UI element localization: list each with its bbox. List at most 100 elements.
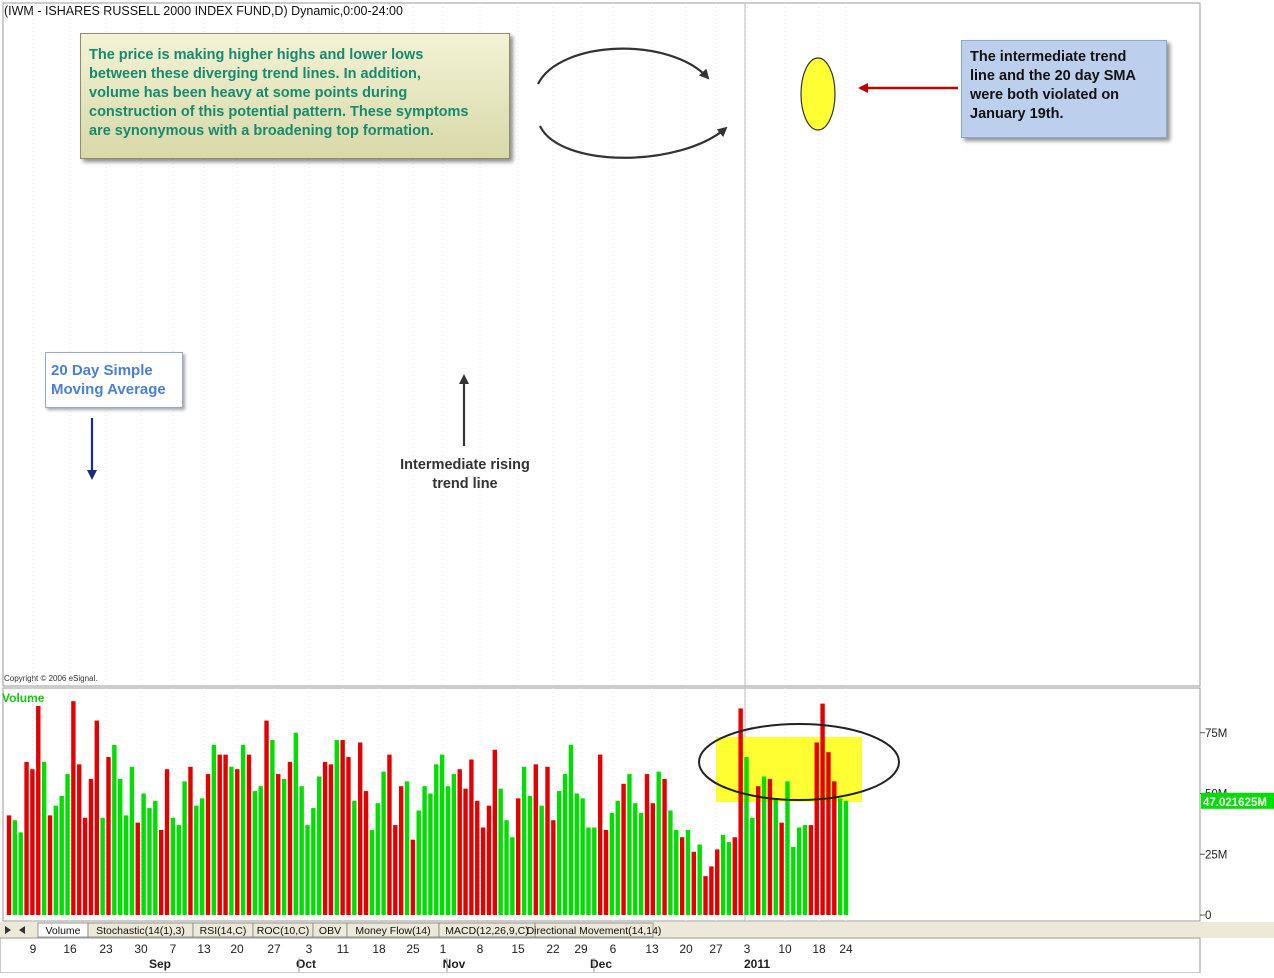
volume-bar	[709, 866, 714, 915]
volume-tick-label: 75M	[1205, 728, 1227, 740]
volume-bar	[703, 876, 708, 915]
volume-bar	[802, 825, 808, 915]
x-tick-label: 20	[679, 942, 693, 956]
volume-bar	[123, 815, 129, 915]
volume-bar	[118, 778, 123, 915]
x-month-label: Dec	[590, 957, 612, 971]
volume-bar	[199, 798, 205, 915]
annotation-line: The price is making higher highs and low…	[89, 47, 424, 63]
annotation-line: trend line	[432, 476, 498, 492]
volume-bar	[779, 822, 784, 915]
annotation-sma: 20 Day Simple Moving Average	[45, 352, 183, 408]
volume-bar	[761, 776, 767, 915]
volume-bar	[246, 754, 252, 915]
volume-bar	[158, 829, 164, 915]
x-tick-label: 29	[574, 942, 588, 956]
volume-value-box	[1201, 792, 1274, 809]
volume-bar	[820, 703, 825, 915]
volume-bar	[164, 769, 170, 915]
volume-bar	[94, 720, 99, 915]
x-tick-label: 22	[546, 942, 560, 956]
volume-bar	[726, 842, 732, 915]
indicator-tab[interactable]: ROC(10,C)	[252, 922, 314, 938]
volume-bar	[182, 781, 187, 915]
x-month-label: Sep	[149, 957, 171, 971]
volume-bar	[621, 783, 626, 915]
volume-bar	[170, 817, 176, 915]
x-tick-label: 13	[645, 942, 659, 956]
volume-bar	[533, 764, 538, 915]
annotation-broadening-top: The price is making higher highs and low…	[80, 33, 510, 159]
volume-bar	[398, 786, 404, 915]
volume-bars	[6, 701, 849, 915]
volume-bar	[357, 742, 363, 915]
volume-bar	[217, 754, 222, 915]
tab-label: ROC(10,C)	[257, 925, 310, 937]
volume-bar	[480, 827, 486, 915]
volume-bar	[211, 744, 217, 915]
volume-bar	[720, 834, 726, 915]
x-tick-label: 24	[839, 942, 853, 956]
volume-bar	[30, 769, 35, 915]
volume-bar	[504, 820, 509, 915]
volume-bar	[404, 781, 410, 915]
volume-bar	[328, 764, 334, 915]
volume-bar	[668, 810, 673, 915]
volume-bar	[603, 829, 609, 915]
volume-bar	[562, 774, 568, 915]
volume-bar	[785, 781, 790, 915]
volume-bar	[597, 754, 603, 915]
volume-bar	[363, 791, 369, 915]
volume-bar	[738, 708, 743, 915]
volume-ellipse	[698, 723, 900, 801]
volume-bar	[791, 846, 796, 915]
tab-label: Stochastic(14(1),3)	[96, 925, 185, 937]
volume-bar	[556, 791, 562, 915]
indicator-tab[interactable]: RSI(14,C)	[192, 922, 254, 938]
indicator-tab[interactable]: OBV	[312, 922, 348, 938]
volume-bar	[194, 805, 199, 915]
indicator-tab[interactable]: Money Flow(14)	[346, 922, 440, 938]
indicator-tab[interactable]: Directional Movement(14,14)	[527, 922, 662, 938]
volume-bar	[334, 740, 339, 915]
annotation-line: Moving Average	[51, 381, 166, 398]
price-highlight	[800, 57, 836, 131]
x-tick-label: 18	[372, 942, 386, 956]
volume-bar	[88, 778, 94, 915]
x-tick-label: 18	[812, 942, 826, 956]
volume-bar	[826, 752, 831, 915]
volume-bar	[457, 769, 462, 915]
volume-bar	[77, 764, 82, 915]
volume-bar	[375, 803, 380, 915]
volume-bar	[252, 791, 258, 915]
volume-bar	[53, 805, 59, 915]
x-tick-label: 8	[477, 942, 484, 956]
volume-bar	[422, 786, 427, 915]
volume-bar	[71, 701, 76, 915]
copyright: Copyright © 2006 eSignal.	[4, 674, 98, 683]
volume-bar	[656, 771, 661, 915]
indicator-tab[interactable]: MACD(12,26,9,C)	[438, 922, 536, 938]
volume-bar	[516, 798, 521, 915]
volume-bar	[750, 817, 755, 915]
tab-label: Directional Movement(14,14)	[527, 925, 662, 937]
volume-bar	[428, 793, 433, 915]
volume-bar	[773, 798, 778, 915]
volume-bar	[112, 744, 117, 915]
indicator-tab[interactable]: Volume	[37, 922, 89, 938]
volume-bar	[498, 788, 503, 915]
volume-bar	[691, 851, 697, 915]
volume-bar	[188, 766, 193, 915]
volume-bar	[814, 742, 819, 915]
x-tick-label: 6	[610, 942, 617, 956]
tab-label: RSI(14,C)	[200, 925, 247, 937]
volume-bar	[176, 825, 181, 915]
volume-bar	[638, 812, 644, 915]
volume-bar	[539, 805, 544, 915]
volume-bar	[697, 844, 702, 915]
volume-bar	[463, 788, 468, 915]
volume-bar	[510, 837, 515, 915]
volume-bar	[12, 820, 18, 915]
indicator-tab[interactable]: Stochastic(14(1),3)	[87, 922, 194, 938]
volume-bar	[650, 803, 656, 915]
